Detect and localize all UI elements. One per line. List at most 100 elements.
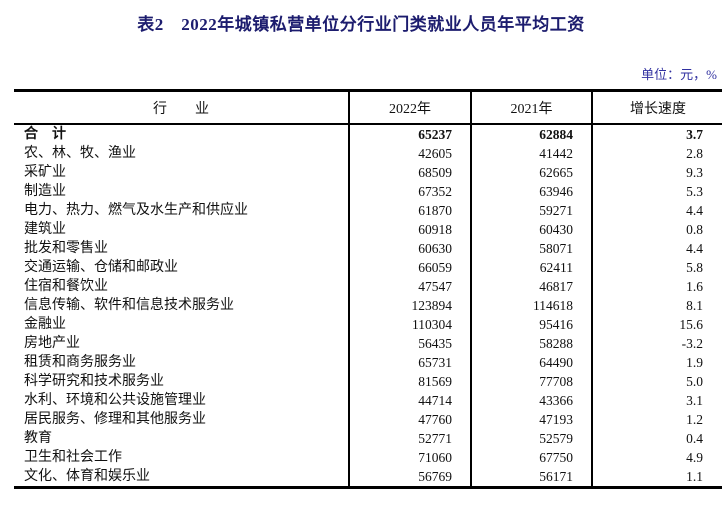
value-2021-cell: 64490 — [470, 353, 592, 372]
value-2021-cell: 59271 — [470, 201, 592, 220]
value-2021-cell: 62884 — [470, 124, 592, 144]
value-2022-cell: 47760 — [348, 410, 471, 429]
value-2021-cell: 63946 — [470, 182, 592, 201]
value-2022-cell: 71060 — [348, 448, 471, 467]
value-2022-cell: 61870 — [348, 201, 471, 220]
value-2022-cell: 66059 — [348, 258, 471, 277]
header-row: 行 业 2022年 2021年 增长速度 — [14, 90, 722, 125]
value-2021-cell: 114618 — [470, 296, 592, 315]
value-2021-cell: 95416 — [470, 315, 592, 334]
value-2022-cell: 60630 — [348, 239, 471, 258]
table-row: 采矿业 68509 62665 9.3 — [14, 163, 722, 182]
table-row: 居民服务、修理和其他服务业 47760 47193 1.2 — [14, 410, 722, 429]
growth-rate-cell: 3.7 — [591, 124, 722, 144]
value-2022-cell: 110304 — [348, 315, 471, 334]
table-row: 文化、体育和娱乐业 56769 56171 1.1 — [14, 467, 722, 488]
table-row: 教育 52771 52579 0.4 — [14, 429, 722, 448]
growth-rate-cell: 1.2 — [591, 410, 722, 429]
header-year-2021: 2021年 — [470, 90, 592, 125]
industry-cell: 批发和零售业 — [24, 241, 108, 256]
industry-cell: 房地产业 — [24, 336, 80, 351]
header-growth-rate: 增长速度 — [591, 90, 722, 125]
value-2021-cell: 47193 — [470, 410, 592, 429]
industry-cell: 金融业 — [24, 317, 66, 332]
value-2022-cell: 52771 — [348, 429, 471, 448]
table-row: 制造业 67352 63946 5.3 — [14, 182, 722, 201]
growth-rate-cell: 5.8 — [591, 258, 722, 277]
growth-rate-cell: 8.1 — [591, 296, 722, 315]
value-2022-cell: 65237 — [348, 124, 471, 144]
growth-rate-cell: 2.8 — [591, 144, 722, 163]
industry-cell: 水利、环境和公共设施管理业 — [24, 393, 206, 408]
industry-cell: 居民服务、修理和其他服务业 — [24, 412, 206, 427]
table-row: 电力、热力、燃气及水生产和供应业 61870 59271 4.4 — [14, 201, 722, 220]
industry-cell: 建筑业 — [24, 222, 66, 237]
growth-rate-cell: -3.2 — [591, 334, 722, 353]
industry-cell: 农、林、牧、渔业 — [24, 146, 136, 161]
growth-rate-cell: 3.1 — [591, 391, 722, 410]
table-row: 信息传输、软件和信息技术服务业 123894 114618 8.1 — [14, 296, 722, 315]
value-2021-cell: 67750 — [470, 448, 592, 467]
value-2021-cell: 62665 — [470, 163, 592, 182]
table-row: 卫生和社会工作 71060 67750 4.9 — [14, 448, 722, 467]
value-2021-cell: 43366 — [470, 391, 592, 410]
value-2021-cell: 58288 — [470, 334, 592, 353]
table-row: 科学研究和技术服务业 81569 77708 5.0 — [14, 372, 722, 391]
table-row: 金融业 110304 95416 15.6 — [14, 315, 722, 334]
growth-rate-cell: 4.4 — [591, 239, 722, 258]
growth-rate-cell: 1.9 — [591, 353, 722, 372]
value-2022-cell: 68509 — [348, 163, 471, 182]
value-2021-cell: 62411 — [470, 258, 592, 277]
growth-rate-cell: 1.1 — [591, 467, 722, 488]
industry-cell: 电力、热力、燃气及水生产和供应业 — [24, 203, 248, 218]
value-2022-cell: 44714 — [348, 391, 471, 410]
value-2022-cell: 47547 — [348, 277, 471, 296]
growth-rate-cell: 0.8 — [591, 220, 722, 239]
value-2021-cell: 46817 — [470, 277, 592, 296]
industry-cell: 合 计 — [24, 127, 66, 142]
growth-rate-cell: 5.3 — [591, 182, 722, 201]
table-header: 行 业 2022年 2021年 增长速度 — [14, 90, 722, 125]
wage-table: 行 业 2022年 2021年 增长速度 合 计 65237 62884 3.7 农、林… — [14, 89, 722, 489]
growth-rate-cell: 4.4 — [591, 201, 722, 220]
value-2021-cell: 52579 — [470, 429, 592, 448]
table-row: 房地产业 56435 58288 -3.2 — [14, 334, 722, 353]
value-2022-cell: 42605 — [348, 144, 471, 163]
table-row: 农、林、牧、渔业 42605 41442 2.8 — [14, 144, 722, 163]
industry-cell: 住宿和餐饮业 — [24, 279, 108, 294]
industry-cell: 采矿业 — [24, 165, 66, 180]
table-row: 住宿和餐饮业 47547 46817 1.6 — [14, 277, 722, 296]
growth-rate-cell: 15.6 — [591, 315, 722, 334]
value-2022-cell: 81569 — [348, 372, 471, 391]
header-year-2022: 2022年 — [348, 90, 471, 125]
industry-cell: 交通运输、仓储和邮政业 — [24, 260, 178, 275]
industry-cell: 科学研究和技术服务业 — [24, 374, 164, 389]
value-2021-cell: 77708 — [470, 372, 592, 391]
value-2022-cell: 67352 — [348, 182, 471, 201]
value-2021-cell: 41442 — [470, 144, 592, 163]
growth-rate-cell: 1.6 — [591, 277, 722, 296]
table-body: 合 计 65237 62884 3.7 农、林、牧、渔业 42605 41442 2.8 采矿业… — [14, 124, 722, 488]
table-row: 批发和零售业 60630 58071 4.4 — [14, 239, 722, 258]
industry-cell: 制造业 — [24, 184, 66, 199]
table-row-total: 合 计 65237 62884 3.7 — [14, 124, 722, 144]
industry-cell: 文化、体育和娱乐业 — [24, 469, 150, 484]
value-2022-cell: 65731 — [348, 353, 471, 372]
value-2021-cell: 56171 — [470, 467, 592, 488]
value-2022-cell: 56435 — [348, 334, 471, 353]
growth-rate-cell: 0.4 — [591, 429, 722, 448]
industry-cell: 卫生和社会工作 — [24, 450, 122, 465]
table-row: 建筑业 60918 60430 0.8 — [14, 220, 722, 239]
value-2021-cell: 58071 — [470, 239, 592, 258]
value-2021-cell: 60430 — [470, 220, 592, 239]
value-2022-cell: 56769 — [348, 467, 471, 488]
value-2022-cell: 60918 — [348, 220, 471, 239]
table-title: 表2 2022年城镇私营单位分行业门类就业人员年平均工资 — [137, 15, 585, 34]
growth-rate-cell: 5.0 — [591, 372, 722, 391]
table-row: 水利、环境和公共设施管理业 44714 43366 3.1 — [14, 391, 722, 410]
growth-rate-cell: 4.9 — [591, 448, 722, 467]
table-row: 交通运输、仓储和邮政业 66059 62411 5.8 — [14, 258, 722, 277]
industry-cell: 教育 — [24, 431, 52, 446]
header-industry: 行 业 — [14, 90, 349, 125]
